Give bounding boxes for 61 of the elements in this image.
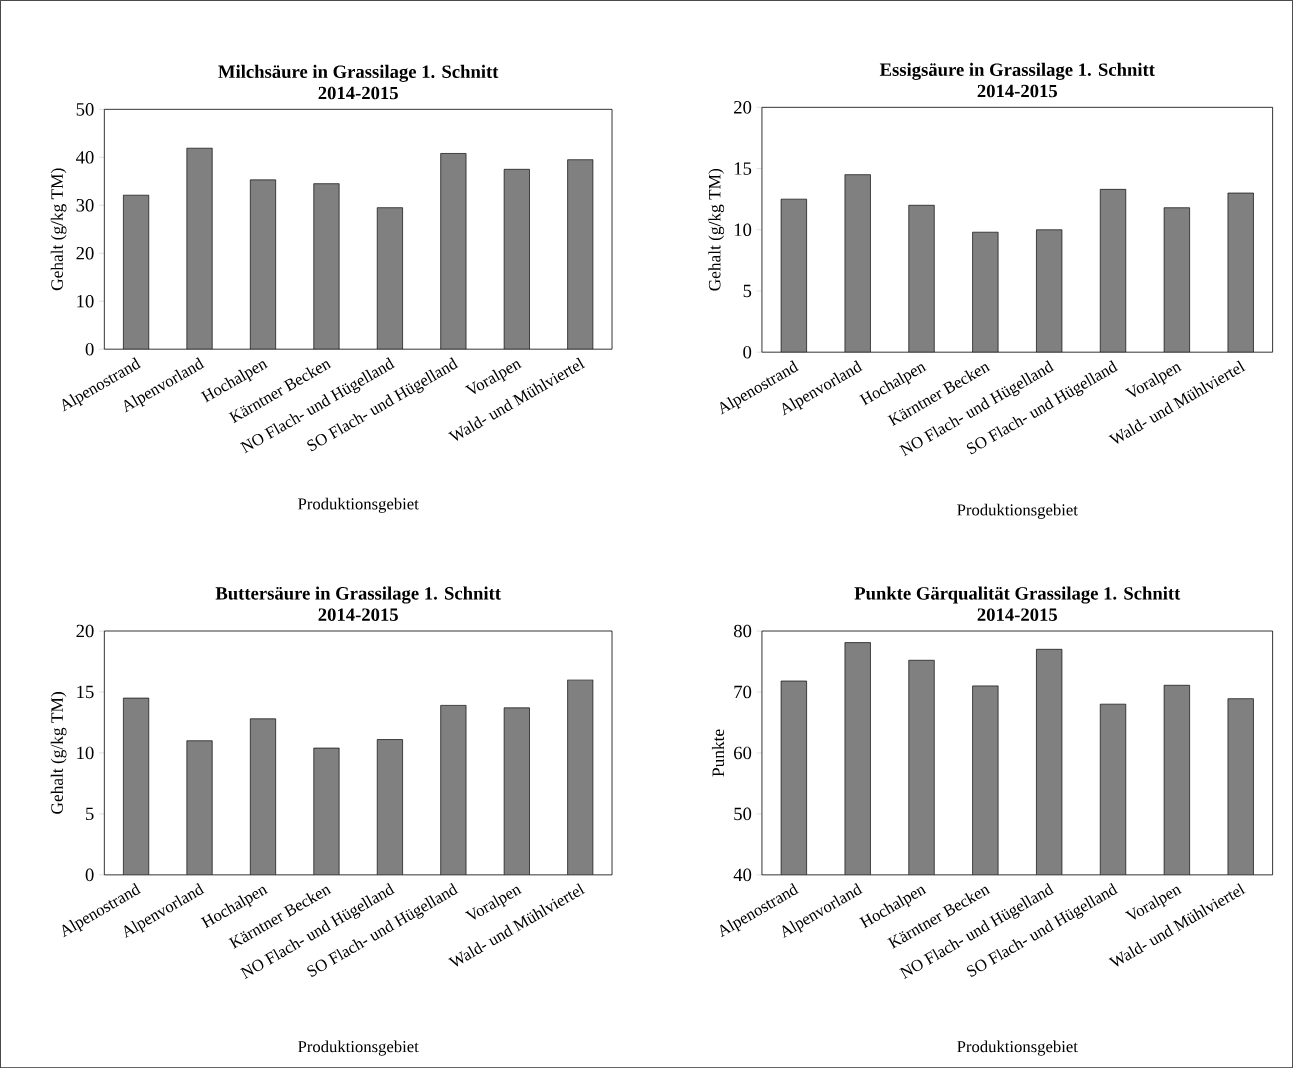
y-tick-label: 15 xyxy=(77,685,94,699)
chart-title: Essigsäure in Grassilage 1. Schnitt xyxy=(879,62,1155,80)
y-tick-label: 0 xyxy=(85,868,94,882)
bar xyxy=(503,168,530,350)
bar xyxy=(249,718,277,875)
y-axis-title: Gehalt (g/kg TM) xyxy=(708,168,725,291)
bar xyxy=(249,179,277,350)
bar xyxy=(567,159,594,350)
bar xyxy=(123,194,150,350)
x-axis-title: Produktionsgebiet xyxy=(298,1040,419,1056)
y-axis-title: Gehalt (g/kg TM) xyxy=(50,692,67,814)
y-tick-label: 15 xyxy=(734,162,752,175)
y-tick-label: 50 xyxy=(76,102,94,116)
bar xyxy=(440,153,467,350)
y-tick-label: 50 xyxy=(734,807,752,821)
chart-title: Punkte Gärqualität Grassilage 1. Schnitt xyxy=(854,586,1181,604)
bar xyxy=(1099,188,1127,353)
y-tick-label: 60 xyxy=(734,746,752,760)
y-tick-label: 20 xyxy=(734,100,752,114)
bar xyxy=(376,207,403,350)
y-tick-label: 10 xyxy=(77,746,94,760)
y-tick-label: 80 xyxy=(733,624,752,638)
bar xyxy=(376,739,403,875)
bar xyxy=(186,147,213,350)
bar xyxy=(780,198,807,353)
x-axis-title: Produktionsgebiet xyxy=(957,1040,1078,1056)
y-axis-title: Gehalt (g/kg TM) xyxy=(50,168,67,291)
chart-title: Buttersäure in Grassilage 1. Schnitt xyxy=(215,586,501,604)
bar xyxy=(908,204,935,353)
y-tick-label: 10 xyxy=(734,223,752,236)
chart-subtitle: 2014-2015 xyxy=(318,608,398,621)
chart-subtitle: 2014-2015 xyxy=(318,86,398,100)
y-tick-label: 10 xyxy=(77,294,94,308)
x-axis-title: Produktionsgebiet xyxy=(298,497,419,513)
chart-subtitle: 2014-2015 xyxy=(977,608,1058,621)
y-axis-title: Punkte xyxy=(711,729,725,777)
bar xyxy=(313,747,340,875)
bar xyxy=(844,174,871,353)
chart-subtitle: 2014-2015 xyxy=(977,84,1058,98)
y-tick-label: 0 xyxy=(85,342,94,356)
bar xyxy=(567,679,594,875)
bar xyxy=(1036,229,1063,353)
chart-title: Milchsäure in Grassilage 1. Schnitt xyxy=(218,64,499,82)
bar xyxy=(186,740,213,875)
bar xyxy=(972,231,999,353)
x-axis-title: Produktionsgebiet xyxy=(957,503,1078,519)
y-tick-label: 5 xyxy=(86,807,94,821)
y-tick-label: 40 xyxy=(76,150,94,164)
y-tick-label: 20 xyxy=(76,246,94,260)
y-tick-label: 20 xyxy=(76,624,94,638)
bar xyxy=(313,183,340,350)
bar xyxy=(1227,192,1254,353)
bar xyxy=(1163,207,1190,353)
bar xyxy=(503,707,530,875)
y-tick-label: 30 xyxy=(76,198,94,212)
bar xyxy=(440,704,467,875)
y-tick-label: 5 xyxy=(743,284,752,298)
y-tick-label: 40 xyxy=(733,868,752,882)
bar xyxy=(123,697,150,875)
y-tick-label: 70 xyxy=(734,685,752,699)
y-tick-label: 0 xyxy=(743,345,752,359)
